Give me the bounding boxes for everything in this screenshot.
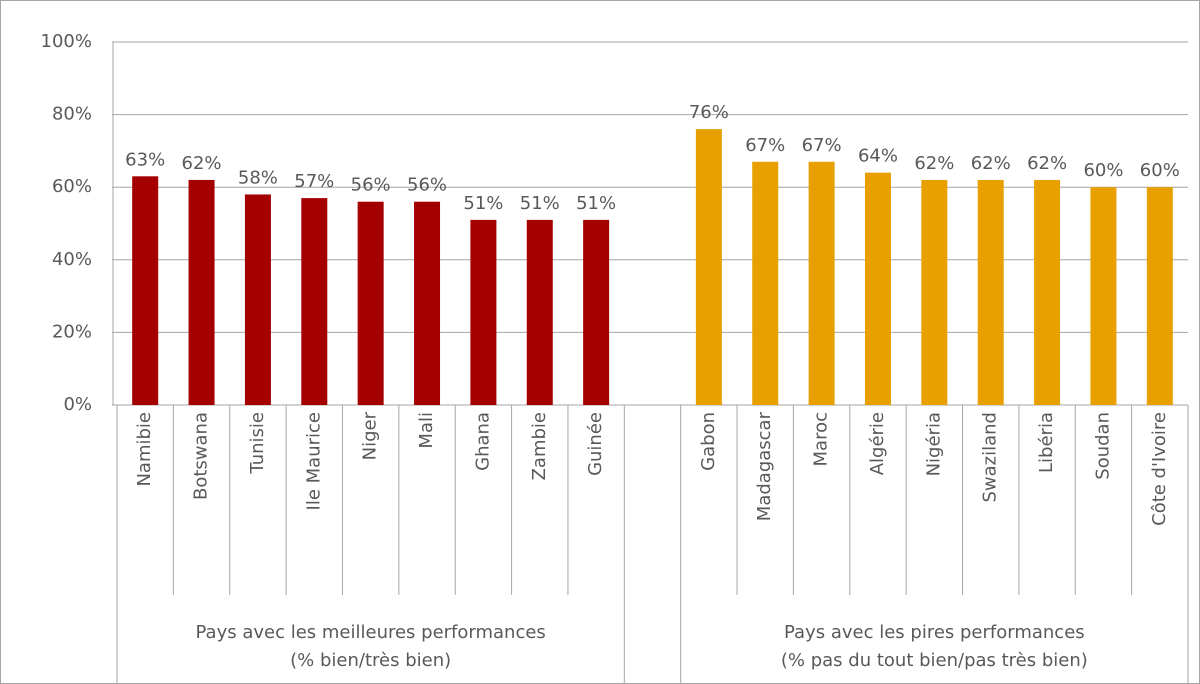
x-tick-label: Zambie [529, 412, 550, 480]
bar [470, 219, 497, 405]
x-tick-label: Namibie [134, 412, 155, 487]
x-tick-label: Mali [416, 412, 437, 449]
data-label: 56% [407, 175, 447, 196]
data-label: 62% [971, 153, 1011, 174]
x-tick-label: Soudan [1092, 412, 1113, 480]
x-tick-label: Algérie [867, 412, 888, 475]
data-label: 64% [858, 146, 898, 167]
data-label: 76% [689, 102, 729, 123]
data-label: 67% [802, 135, 842, 156]
data-label: 62% [914, 153, 954, 174]
data-label: 60% [1083, 160, 1123, 181]
x-tick-label: Niger [360, 411, 381, 460]
bar [752, 161, 779, 405]
data-label: 56% [351, 175, 391, 196]
bar [526, 219, 553, 405]
x-tick-label: Ile Maurice [303, 412, 324, 510]
bar [977, 179, 1004, 405]
data-label: 51% [576, 193, 616, 214]
x-tick-label: Botswana [191, 412, 212, 500]
x-tick-label: Swaziland [980, 412, 1001, 503]
bar [132, 176, 159, 405]
data-label: 62% [182, 153, 222, 174]
x-tick-label: Côte d'Ivoire [1149, 412, 1170, 526]
bar [1090, 187, 1117, 405]
bar [583, 219, 610, 405]
data-label: 60% [1140, 160, 1180, 181]
bar [414, 201, 441, 405]
x-tick-label: Nigéria [923, 412, 944, 476]
y-tick-label: 20% [52, 321, 92, 342]
bar [695, 129, 722, 405]
data-label: 67% [745, 135, 785, 156]
y-tick-label: 80% [52, 104, 92, 125]
x-tick-label: Ghana [472, 412, 493, 471]
x-tick-label: Libéria [1036, 412, 1057, 473]
y-tick-label: 40% [52, 249, 92, 270]
bar [1034, 179, 1061, 405]
y-tick-label: 100% [41, 31, 92, 52]
group-label: Pays avec les pires performances [784, 622, 1085, 643]
bar [244, 194, 271, 405]
bar [301, 198, 328, 405]
y-tick-label: 0% [63, 394, 92, 415]
data-label: 63% [125, 149, 165, 170]
bar [864, 172, 891, 405]
bar [808, 161, 835, 405]
group-label: Pays avec les meilleures performances [196, 622, 546, 643]
data-label: 57% [294, 171, 334, 192]
bar [921, 179, 948, 405]
data-label: 62% [1027, 153, 1067, 174]
group-note: (% pas du tout bien/pas très bien) [781, 650, 1088, 671]
x-tick-label: Guinée [585, 412, 606, 476]
data-label: 58% [238, 167, 278, 188]
x-tick-label: Madagascar [754, 411, 775, 521]
x-tick-label: Maroc [811, 412, 832, 466]
y-tick-label: 60% [52, 176, 92, 197]
group-note: (% bien/très bien) [290, 650, 451, 671]
data-label: 51% [520, 193, 560, 214]
bar [357, 201, 384, 405]
x-tick-label: Gabon [698, 412, 719, 471]
x-tick-label: Tunisie [247, 412, 268, 475]
data-label: 51% [463, 193, 503, 214]
bar [188, 179, 215, 405]
bar [1146, 187, 1173, 405]
